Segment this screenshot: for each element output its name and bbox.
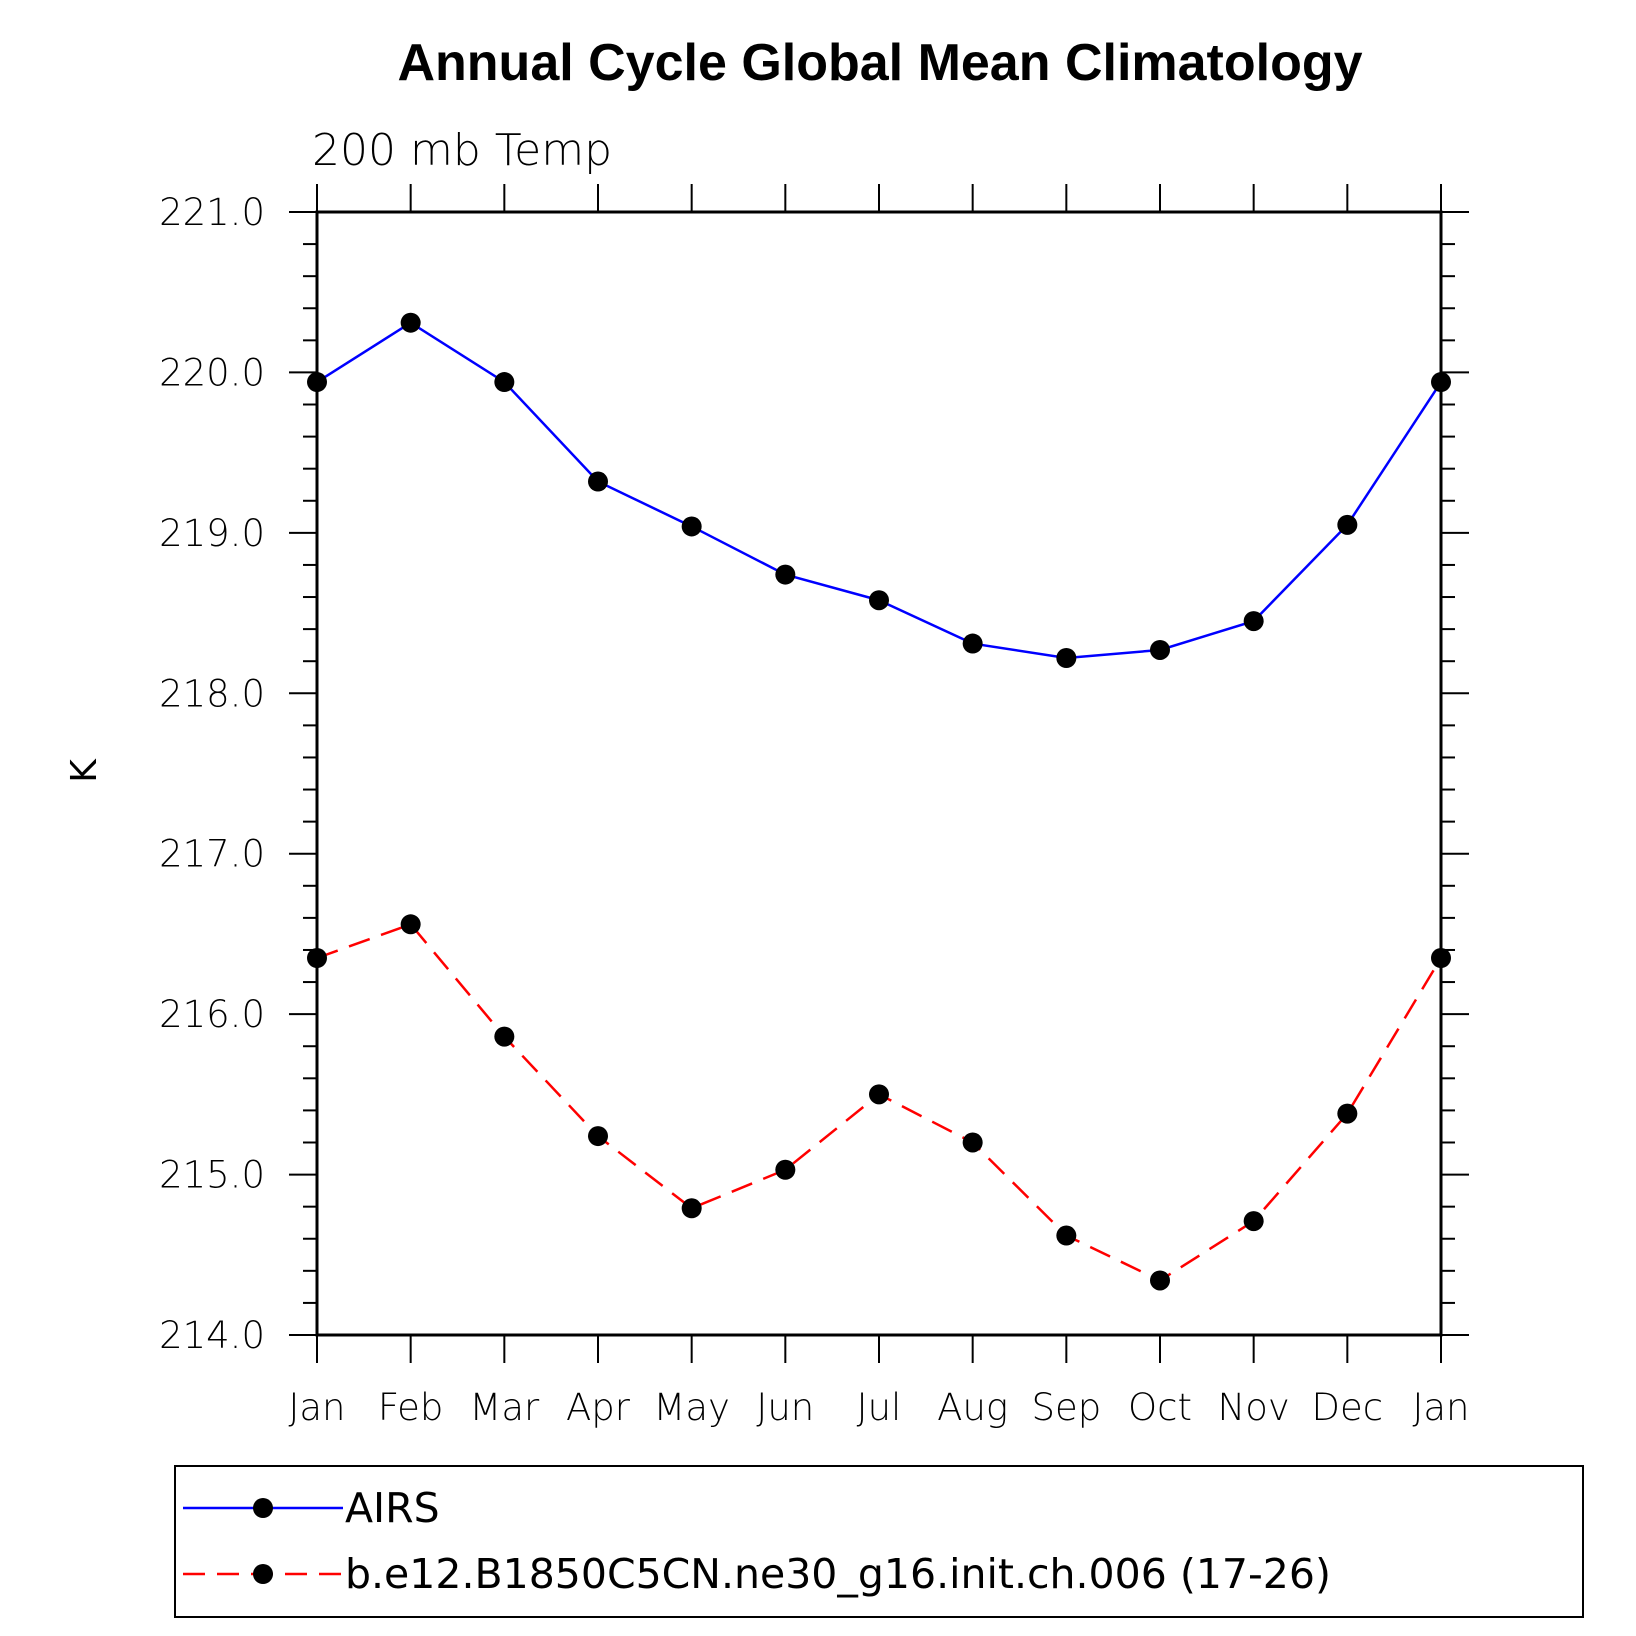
data-point [400, 914, 421, 935]
legend-entries: AIRS b.e12.B1850C5CN.ne30_g16.init.ch.006… [183, 1484, 1331, 1598]
data-point [307, 372, 327, 393]
y-tick-label: 221.0 [159, 191, 265, 234]
data-point [962, 633, 983, 654]
x-tick-label: Oct [1128, 1386, 1192, 1429]
x-tick-labels: Jan Feb Mar Apr May Jun Jul Aug Sep Oct Nov Dec Jan [288, 1386, 1469, 1429]
legend-box [174, 1465, 1584, 1618]
data-point [1243, 1211, 1264, 1232]
y-tick-label: 216.0 [159, 993, 265, 1036]
data-point [681, 516, 702, 537]
data-point [869, 590, 889, 611]
y-tick-label: 220.0 [159, 351, 265, 394]
x-ticks-top [316, 184, 1442, 212]
legend-marker [253, 1498, 273, 1518]
x-tick-label: May [653, 1386, 730, 1429]
x-tick-label: Jan [1412, 1386, 1469, 1429]
series-0 [307, 312, 1451, 668]
x-tick-label: Sep [1031, 1386, 1101, 1429]
data-point [681, 1198, 702, 1219]
data-point [775, 1159, 796, 1180]
x-tick-label: Jul [857, 1386, 902, 1429]
x-tick-label: Feb [378, 1386, 444, 1429]
data-point [1056, 1225, 1077, 1246]
legend-entry-0: AIRS [183, 1484, 440, 1532]
y-tick-labels: 214.0 215.0 216.0 217.0 218.0 219.0 220.0 221.0 [159, 191, 265, 1357]
legend-entry-1: b.e12.B1850C5CN.ne30_g16.init.ch.006 (17… [183, 1550, 1331, 1598]
y-tick-label: 219.0 [159, 512, 265, 555]
data-point [1431, 947, 1451, 968]
data-point [588, 1126, 608, 1147]
data-point [494, 372, 515, 393]
data-point [1337, 514, 1358, 535]
chart-title: Annual Cycle Global Mean Climatology [397, 34, 1362, 92]
data-point [494, 1026, 515, 1047]
y-tick-label: 215.0 [159, 1154, 265, 1197]
legend: AIRS b.e12.B1850C5CN.ne30_g16.init.ch.006… [174, 1465, 1584, 1618]
plot-frame [315, 210, 1443, 1337]
y-ticks-left [289, 211, 317, 1336]
data-point [775, 564, 796, 585]
data-point [1056, 647, 1077, 668]
x-ticks-bottom [316, 1335, 1442, 1363]
data-point [1243, 611, 1264, 632]
series-1 [307, 914, 1451, 1291]
x-tick-label: Aug [937, 1386, 1008, 1429]
legend-label: b.e12.B1850C5CN.ne30_g16.init.ch.006 (17… [345, 1550, 1331, 1598]
data-point [588, 471, 608, 492]
y-tick-label: 214.0 [159, 1314, 265, 1357]
x-tick-label: Jun [756, 1386, 814, 1429]
legend-label: AIRS [345, 1484, 440, 1532]
series-layer [307, 312, 1451, 1291]
y-axis-label: K [64, 758, 105, 783]
plot-area: 214.0 215.0 216.0 217.0 218.0 219.0 220.0 221.0… [159, 184, 1470, 1429]
x-tick-label: Nov [1218, 1386, 1290, 1429]
data-point [400, 312, 421, 333]
data-point [1337, 1103, 1358, 1124]
data-point [307, 947, 327, 968]
y-tick-label: 218.0 [159, 672, 265, 715]
data-point [1150, 1270, 1170, 1291]
x-tick-label: Dec [1312, 1386, 1384, 1429]
legend-marker [253, 1564, 273, 1584]
x-tick-label: Apr [566, 1386, 631, 1429]
data-point [1431, 372, 1451, 393]
y-tick-label: 217.0 [159, 833, 265, 876]
x-tick-label: Jan [288, 1386, 345, 1429]
chart-subtitle: 200 mb Temp [312, 125, 612, 176]
x-tick-label: Mar [469, 1386, 540, 1429]
y-ticks-right [1441, 211, 1469, 1336]
data-point [962, 1132, 983, 1153]
data-point [869, 1084, 889, 1105]
data-point [1150, 639, 1170, 660]
